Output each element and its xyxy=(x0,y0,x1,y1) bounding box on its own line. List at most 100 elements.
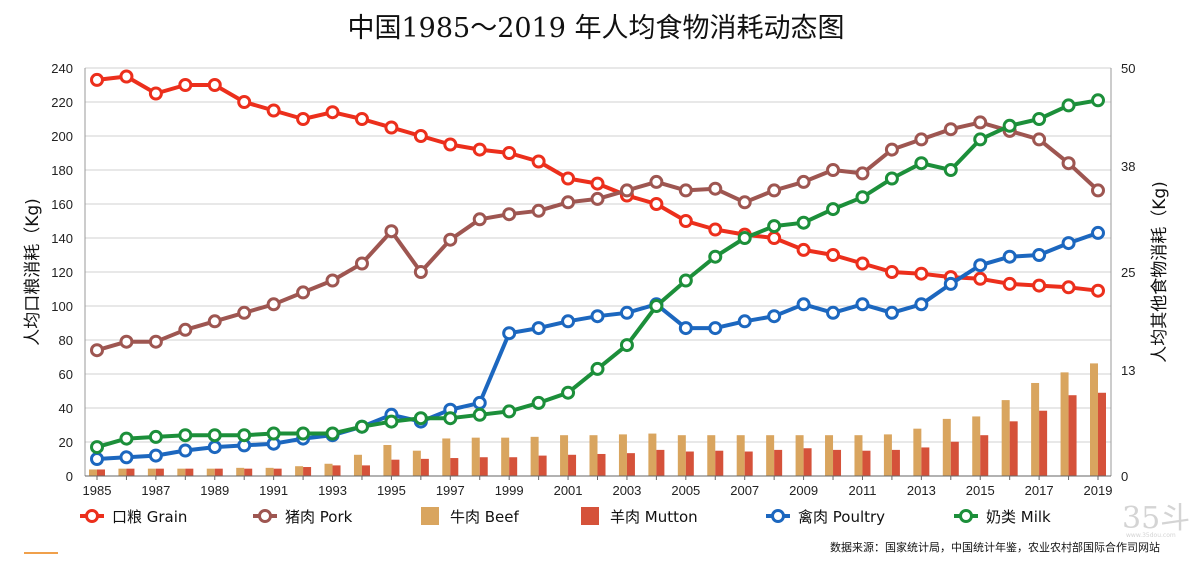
point-poultry xyxy=(943,276,958,291)
point-milk xyxy=(384,414,399,429)
point-milk xyxy=(855,190,870,205)
watermark-logo: 35斗 xyxy=(1122,501,1190,536)
bar-mutton xyxy=(774,449,783,476)
y-left-tick-label: 240 xyxy=(51,61,73,76)
bar-beef xyxy=(265,467,274,476)
legend-label-beef: 牛肉 Beef xyxy=(450,508,520,526)
point-grain xyxy=(119,69,134,84)
point-poultry xyxy=(207,440,222,455)
point-milk xyxy=(973,132,988,147)
legend-swatch-mutton xyxy=(581,507,599,525)
point-pork xyxy=(884,142,899,157)
bar-beef xyxy=(1060,372,1069,476)
point-pork xyxy=(590,191,605,206)
point-grain xyxy=(1032,278,1047,293)
bar-beef xyxy=(942,418,951,476)
bar-mutton xyxy=(715,450,724,476)
point-milk xyxy=(296,426,311,441)
point-milk xyxy=(649,299,664,313)
bar-beef xyxy=(206,468,215,476)
y-left-tick-label: 100 xyxy=(51,299,73,314)
point-grain xyxy=(384,120,399,135)
point-poultry xyxy=(1002,249,1017,264)
point-grain xyxy=(678,214,693,228)
y-axis-right-title: 人均其他食物消耗（Kg) xyxy=(1150,181,1170,363)
point-poultry xyxy=(472,395,487,410)
point-grain xyxy=(590,176,605,191)
point-grain xyxy=(884,265,899,279)
point-milk xyxy=(796,215,811,230)
point-pork xyxy=(178,322,193,337)
point-grain xyxy=(767,231,782,245)
bar-mutton xyxy=(509,457,518,476)
bar-beef xyxy=(913,428,922,476)
point-milk xyxy=(678,273,693,288)
point-poultry xyxy=(619,305,634,320)
point-grain xyxy=(296,112,311,126)
point-pork xyxy=(737,195,752,210)
bar-beef xyxy=(854,435,863,476)
bar-beef xyxy=(295,466,304,476)
point-milk xyxy=(531,395,546,410)
point-pork xyxy=(296,285,311,300)
legend-swatch-beef xyxy=(421,507,439,525)
bar-beef xyxy=(825,435,834,476)
point-pork xyxy=(502,207,517,222)
point-pork xyxy=(973,115,988,130)
point-poultry xyxy=(796,297,811,312)
point-poultry xyxy=(561,314,576,329)
bar-mutton xyxy=(803,448,812,476)
point-milk xyxy=(178,428,193,443)
point-pork xyxy=(384,224,399,239)
point-milk xyxy=(561,385,576,400)
point-grain xyxy=(178,78,193,92)
x-tick-label: 2005 xyxy=(671,483,700,498)
point-pork xyxy=(708,181,723,196)
bar-layer xyxy=(89,363,1106,476)
point-grain xyxy=(1061,280,1076,295)
point-pork xyxy=(561,195,576,210)
legend-marker-pork xyxy=(258,509,272,523)
gridlines xyxy=(85,67,1111,477)
bar-beef xyxy=(736,435,745,476)
bar-mutton xyxy=(420,458,429,476)
point-pork xyxy=(266,297,281,312)
chart-title: 中国1985～2019 年人均食物消耗动态图 xyxy=(347,13,844,44)
y-right-tick-label: 38 xyxy=(1121,159,1135,174)
bar-beef xyxy=(530,436,539,476)
point-grain xyxy=(148,86,163,101)
bar-mutton xyxy=(980,435,989,476)
point-milk xyxy=(1061,98,1076,113)
bar-mutton xyxy=(656,449,665,476)
bar-mutton xyxy=(126,468,135,476)
point-milk xyxy=(884,171,899,186)
point-pork xyxy=(943,122,958,137)
point-pork xyxy=(914,132,929,147)
point-poultry xyxy=(119,450,134,465)
legend-label-pork: 猪肉 Pork xyxy=(285,508,353,526)
bar-mutton xyxy=(921,447,930,476)
point-milk xyxy=(354,419,369,434)
point-pork xyxy=(90,343,104,358)
point-pork xyxy=(649,174,664,189)
bar-mutton xyxy=(361,465,370,476)
point-poultry xyxy=(708,321,723,336)
point-grain xyxy=(796,242,811,257)
x-tick-label: 2015 xyxy=(966,483,995,498)
point-pork xyxy=(619,183,634,198)
point-pork xyxy=(826,163,841,177)
bar-mutton xyxy=(303,467,312,476)
point-grain xyxy=(561,171,576,186)
y-left-tick-label: 200 xyxy=(51,129,73,144)
point-pork xyxy=(354,256,369,271)
point-grain xyxy=(472,142,487,157)
bar-beef xyxy=(353,454,362,476)
bar-mutton xyxy=(891,449,900,476)
point-poultry xyxy=(767,309,782,324)
y-right-tick-label: 50 xyxy=(1121,61,1135,76)
x-tick-label: 1987 xyxy=(141,483,170,498)
point-pork xyxy=(207,314,222,329)
bar-mutton xyxy=(833,449,842,476)
bar-beef xyxy=(707,435,716,476)
